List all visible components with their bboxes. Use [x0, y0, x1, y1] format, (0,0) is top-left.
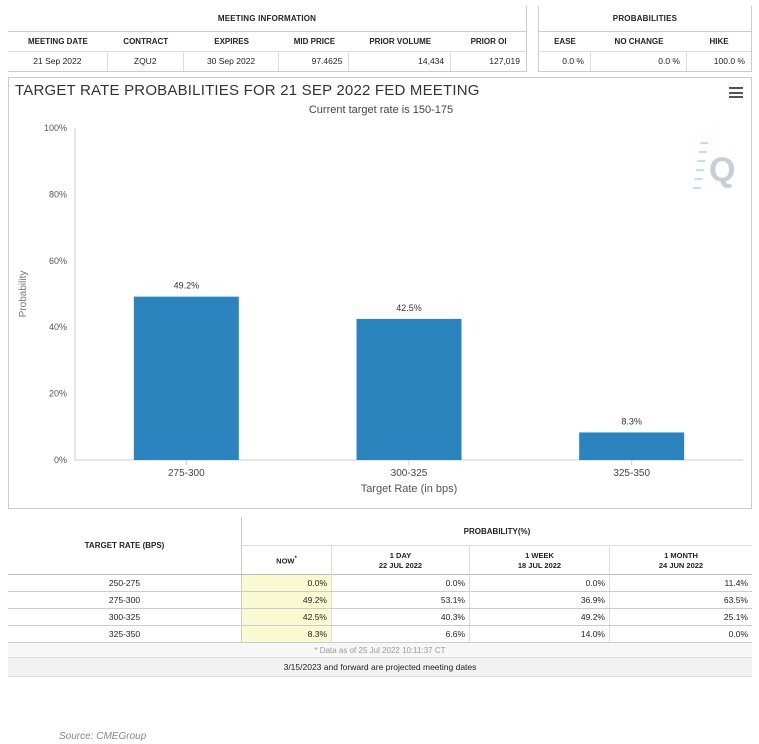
bar	[579, 432, 685, 460]
value-prior-oi: 127,019	[489, 56, 520, 66]
bar-data-label: 42.5%	[396, 303, 422, 313]
value-mid-price: 97.4625	[279, 52, 350, 71]
row-1-week-value: 14.0%	[470, 626, 610, 642]
probabilities-table: PROBABILITIES EASE NO CHANGE HIKE 0.0 % …	[538, 6, 752, 72]
header-expires: EXPIRES	[214, 37, 249, 46]
x-tick-label: 325-350	[613, 468, 650, 479]
probabilities-header-row: EASE NO CHANGE HIKE	[539, 32, 751, 52]
target-rate-chart: Q 0% 20% 40% 60% 80% 100% Probability 49.2% 275-3…	[18, 123, 743, 495]
value-expires: 30 Sep 2022	[184, 52, 280, 71]
chart-title: TARGET RATE PROBABILITIES FOR 21 SEP 202…	[15, 82, 480, 99]
value-no-change: 0.0 %	[591, 52, 687, 71]
row-now-value: 8.3%	[242, 626, 332, 642]
column-1-month-date: 24 JUN 2022	[658, 560, 704, 570]
header-meeting-date: MEETING DATE	[27, 37, 88, 46]
bar	[356, 318, 462, 460]
meeting-information-title: MEETING INFORMATION	[8, 6, 526, 32]
column-1-day-header: 1 DAY 22 JUL 2022	[332, 546, 470, 575]
row-1-day-value: 0.0%	[332, 575, 470, 591]
value-meeting-date: 21 Sep 2022	[8, 52, 108, 71]
row-target-rate: 275-300	[8, 592, 242, 608]
y-axis-title: Probability	[18, 271, 29, 318]
row-1-month-value: 63.5%	[723, 595, 748, 605]
header-prior-volume: PRIOR VOLUME	[369, 37, 432, 46]
y-tick-label: 60%	[49, 256, 67, 266]
column-now-label: NOW	[276, 556, 295, 566]
bar	[133, 296, 239, 460]
column-1-week-header: 1 WEEK 18 JUL 2022	[470, 546, 610, 575]
target-rate-header: TARGET RATE (BPS)	[8, 517, 242, 574]
row-1-day-value: 6.6%	[332, 626, 470, 642]
value-contract: ZQU2	[108, 52, 184, 71]
table-row: 300-325 42.5% 40.3% 49.2% 25.1%	[8, 609, 752, 626]
column-now-header: NOW*	[242, 546, 332, 575]
header-hike: HIKE	[709, 37, 729, 46]
table-row: 275-300 49.2% 53.1% 36.9% 63.5%	[8, 592, 752, 609]
bar-data-label: 49.2%	[174, 281, 200, 291]
value-ease: 0.0 %	[539, 52, 591, 71]
row-target-rate: 325-350	[8, 626, 242, 642]
cme-watermark-logo: Q	[693, 142, 735, 189]
y-tick-label: 20%	[49, 389, 67, 399]
value-hike: 100.0 %	[713, 56, 745, 66]
column-1-week-date: 18 JUL 2022	[517, 560, 562, 570]
row-1-day-value: 53.1%	[332, 592, 470, 608]
y-tick-label: 0%	[54, 455, 67, 465]
source-caption: Source: CMEGroup	[59, 731, 147, 742]
row-1-day-value: 40.3%	[332, 609, 470, 625]
hamburger-menu-icon[interactable]	[729, 87, 743, 98]
data-timestamp-note: * Data as of 25 Jul 2022 10:11:37 CT	[8, 643, 752, 658]
target-rate-chart-panel: Q 0% 20% 40% 60% 80% 100% Probability 49.2% 275-3…	[8, 77, 752, 509]
column-1-week-label: 1 WEEK	[525, 550, 554, 560]
header-prior-oi: PRIOR OI	[470, 37, 507, 46]
probability-history-header: TARGET RATE (BPS) PROBABILITY(%) NOW* 1 …	[8, 517, 752, 575]
column-now-footnote-marker: *	[294, 556, 297, 563]
row-1-week-value: 49.2%	[470, 609, 610, 625]
row-now-value: 42.5%	[242, 609, 332, 625]
bar-data-label: 8.3%	[621, 416, 642, 426]
row-1-week-value: 0.0%	[470, 575, 610, 591]
row-1-month-value: 0.0%	[728, 629, 748, 639]
probabilities-title: PROBABILITIES	[539, 6, 751, 32]
column-1-month-header: 1 MONTH 24 JUN 2022	[610, 546, 752, 575]
column-1-day-date: 22 JUL 2022	[378, 560, 423, 570]
header-ease: EASE	[554, 37, 576, 46]
probability-subheader-row: NOW* 1 DAY 22 JUL 2022 1 WEEK 18 JUL 202…	[242, 546, 752, 575]
column-1-day-label: 1 DAY	[389, 550, 412, 560]
meeting-information-table: MEETING INFORMATION MEETING DATE CONTRAC…	[8, 6, 527, 72]
watermark-letter: Q	[709, 151, 735, 189]
header-no-change: NO CHANGE	[614, 37, 664, 46]
y-tick-label: 100%	[44, 123, 67, 133]
projected-meetings-footer: 3/15/2023 and forward are projected meet…	[8, 658, 752, 677]
x-tick-label: 300-325	[391, 468, 428, 479]
probability-header-group: PROBABILITY(%) NOW* 1 DAY 22 JUL 2022 1 …	[242, 517, 752, 575]
table-row: 250-275 0.0% 0.0% 0.0% 11.4%	[8, 575, 752, 592]
probability-header: PROBABILITY(%)	[242, 517, 752, 546]
column-1-month-label: 1 MONTH	[664, 550, 698, 560]
row-now-value: 49.2%	[242, 592, 332, 608]
row-target-rate: 250-275	[8, 575, 242, 591]
meeting-summary: MEETING INFORMATION MEETING DATE CONTRAC…	[8, 6, 752, 72]
probabilities-value-row: 0.0 % 0.0 % 100.0 %	[539, 52, 751, 71]
probability-history-table: TARGET RATE (BPS) PROBABILITY(%) NOW* 1 …	[8, 517, 752, 677]
row-1-month-value: 25.1%	[723, 612, 748, 622]
x-tick-label: 275-300	[168, 468, 205, 479]
table-row: 325-350 8.3% 6.6% 14.0% 0.0%	[8, 626, 752, 643]
header-contract: CONTRACT	[123, 37, 169, 46]
row-target-rate: 300-325	[8, 609, 242, 625]
meeting-information-value-row: 21 Sep 2022 ZQU2 30 Sep 2022 97.4625 14,…	[8, 52, 526, 71]
header-mid-price: MID PRICE	[293, 37, 336, 46]
chart-subtitle: Current target rate is 150-175	[308, 104, 454, 116]
row-now-value: 0.0%	[242, 575, 332, 591]
value-prior-volume: 14,434	[349, 52, 452, 71]
row-1-month-value: 11.4%	[724, 578, 748, 588]
row-1-week-value: 36.9%	[470, 592, 610, 608]
y-tick-label: 40%	[49, 322, 67, 332]
y-tick-label: 80%	[49, 189, 67, 199]
meeting-information-header-row: MEETING DATE CONTRACT EXPIRES MID PRICE …	[8, 32, 526, 52]
x-axis-title: Target Rate (in bps)	[361, 483, 458, 495]
